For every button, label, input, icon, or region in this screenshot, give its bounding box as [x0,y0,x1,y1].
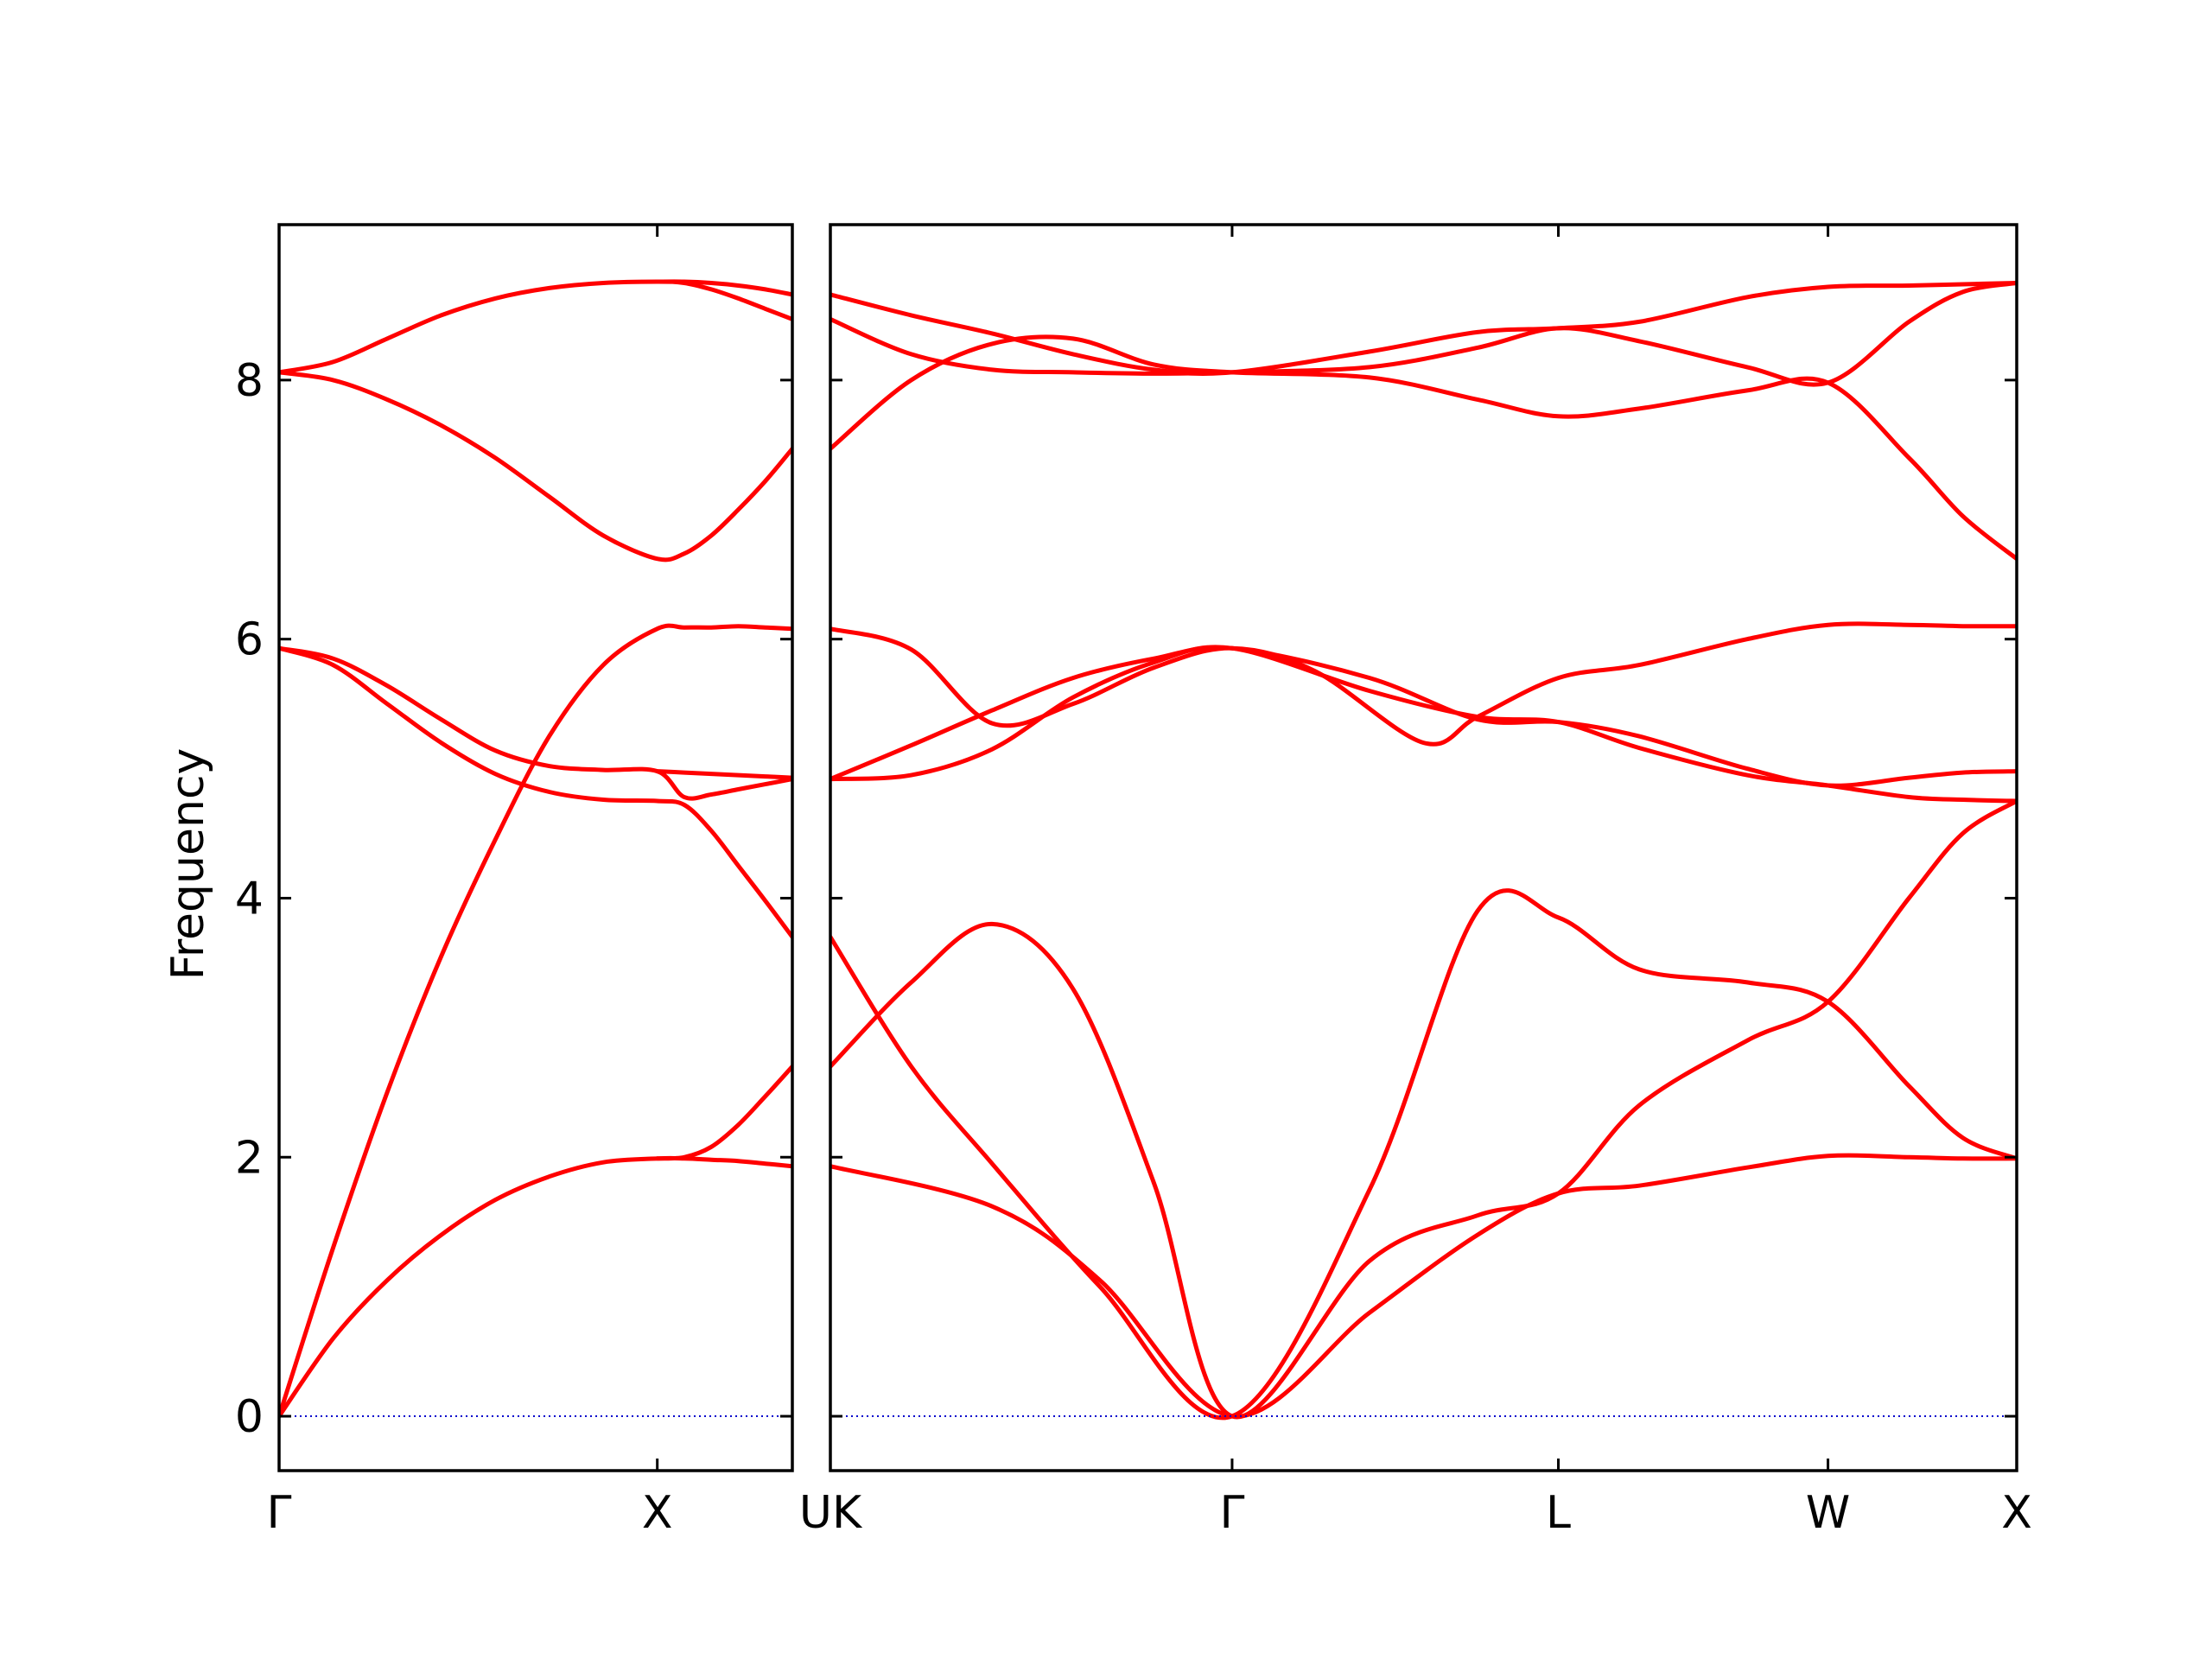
band-branch [279,279,792,375]
band-branch [655,279,792,297]
band-branch [279,645,792,939]
band-branch [830,281,2017,376]
band-branch [830,645,2017,788]
band-branch [655,769,792,780]
y-tick-label: 8 [235,355,264,407]
band-branch [830,621,2017,747]
x-tick-label: Γ [1219,1487,1244,1539]
x-tick-label: X [2001,1487,2032,1539]
panel-frame [829,223,2018,1472]
band-branch [279,623,792,1419]
band-branch [279,645,792,801]
panel-frame [277,223,794,1472]
x-tick-label: W [1806,1487,1850,1539]
panel-curves [279,279,792,1419]
band-branch [655,1064,792,1161]
panel-2: UK Γ L W X [799,223,2032,1539]
band-branch [279,370,792,563]
band-branch [830,798,2017,1420]
y-tick-label: 6 [235,614,264,666]
x-tick-label: UK [799,1487,863,1539]
x-tick-label: L [1546,1487,1571,1539]
panel-curves [830,281,2017,1421]
x-tick-label: X [642,1487,673,1539]
y-axis-title: Frequency [162,748,214,981]
y-tick-label: 0 [235,1391,264,1443]
x-tick-label: Γ [267,1487,292,1539]
y-tick-label: 4 [235,873,264,925]
band-branch [830,1153,2017,1419]
band-branch [279,1155,792,1419]
y-tick-label: 2 [235,1132,264,1184]
band-branch [830,281,2017,387]
band-branch [830,888,2017,1421]
